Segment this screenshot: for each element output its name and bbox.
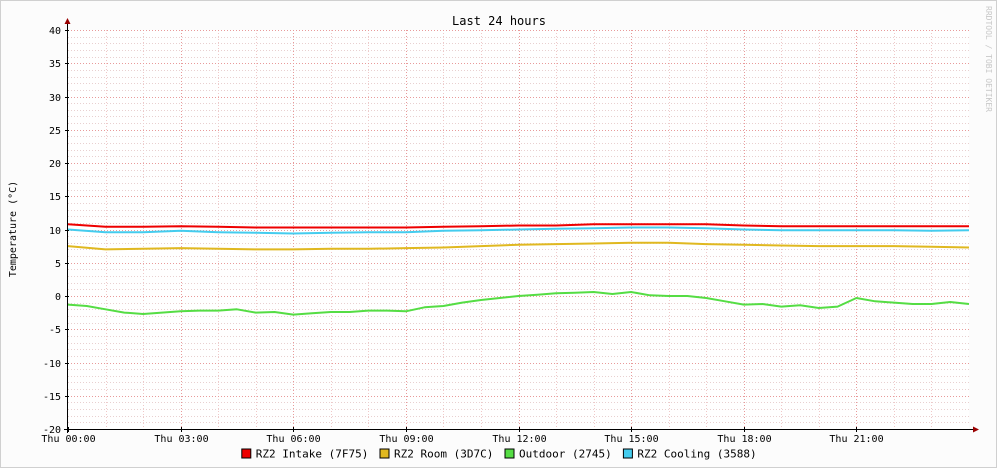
y-tick-label: 10 <box>49 226 61 237</box>
y-tick-label: -10 <box>43 359 61 370</box>
x-tick-label: Thu 15:00 <box>604 434 658 445</box>
legend-item-1: RZ2 Room (3D7C) <box>379 448 493 461</box>
y-tick-label: -15 <box>43 392 61 403</box>
y-tick-label: -20 <box>43 425 61 436</box>
legend-item-3: RZ2 Cooling (3588) <box>622 448 757 461</box>
series-line-2 <box>67 291 970 316</box>
major-grid <box>68 30 969 429</box>
legend-item-0: RZ2 Intake (7F75) <box>241 448 369 461</box>
legend-item-2: Outdoor (2745) <box>504 448 612 461</box>
y-tick-label: 15 <box>49 192 61 203</box>
series-line-0 <box>67 223 969 229</box>
y-tick-label: 25 <box>49 126 61 137</box>
y-axis-arrow <box>64 18 71 24</box>
y-tick-label: -5 <box>49 325 61 336</box>
watermark-text: RRDTOOL / TOBI OETIKER <box>984 6 993 112</box>
chart-title: Last 24 hours <box>452 14 546 28</box>
legend: RZ2 Intake (7F75) RZ2 Room (3D7C) Outdoor … <box>241 448 757 461</box>
x-tick-labels: Thu 00:00 Thu 03:00 Thu 06:00 Thu 09:00 Thu … <box>41 427 884 445</box>
y-axis-label: Temperature (°C) <box>8 181 19 277</box>
x-tick-label: Thu 06:00 <box>266 434 320 445</box>
x-tick-label: Thu 03:00 <box>154 434 208 445</box>
series-layer <box>67 223 970 316</box>
legend-swatch <box>622 448 633 459</box>
legend-label: Outdoor (2745) <box>519 448 612 461</box>
series-line-1 <box>67 241 970 251</box>
y-tick-label: 40 <box>49 26 61 37</box>
legend-label: RZ2 Room (3D7C) <box>394 448 493 461</box>
legend-swatch <box>241 448 252 459</box>
legend-label: RZ2 Cooling (3588) <box>637 448 756 461</box>
legend-label: RZ2 Intake (7F75) <box>256 448 369 461</box>
x-tick-label: Thu 09:00 <box>379 434 433 445</box>
y-tick-label: 35 <box>49 59 61 70</box>
y-tick-label: 20 <box>49 159 61 170</box>
y-tick-labels: 40 35 30 25 20 15 10 5 0 -5 -10 -15 -20 <box>43 26 69 436</box>
legend-swatch <box>379 448 390 459</box>
x-tick-label: Thu 18:00 <box>717 434 771 445</box>
y-tick-label: 5 <box>55 259 61 270</box>
legend-swatch <box>504 448 515 459</box>
y-tick-label: 0 <box>55 292 61 303</box>
x-tick-label: Thu 12:00 <box>492 434 546 445</box>
series-line-3 <box>67 226 970 235</box>
x-axis-arrow <box>973 426 979 433</box>
x-tick-label: Thu 21:00 <box>829 434 883 445</box>
x-tick-label: Thu 00:00 <box>41 434 95 445</box>
y-tick-label: 30 <box>49 93 61 104</box>
